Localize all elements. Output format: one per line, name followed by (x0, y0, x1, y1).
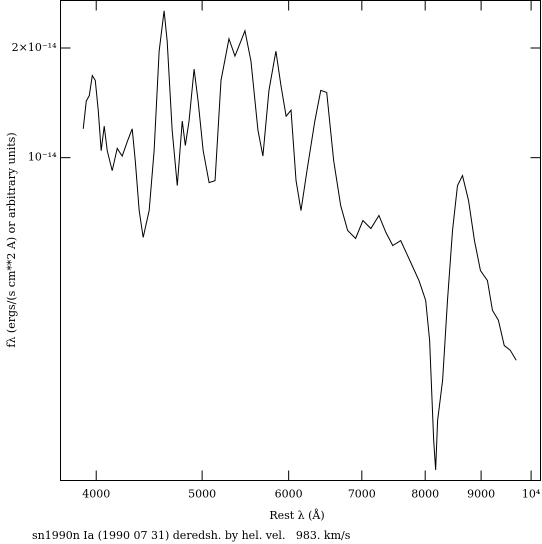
x-tick-label: 5000 (188, 488, 216, 501)
x-axis-label: Rest λ (Å) (269, 508, 324, 522)
x-tick-label: 9000 (467, 488, 495, 501)
y-tick-label: 2×10⁻¹⁴ (12, 41, 57, 54)
x-tick-label: 7000 (348, 488, 376, 501)
plot-frame (60, 0, 541, 481)
x-tick-label: 6000 (275, 488, 303, 501)
x-tick-label: 10⁴ (522, 488, 541, 501)
spectrum-line (82, 10, 517, 470)
x-tick-label: 4000 (82, 488, 110, 501)
caption: sn1990n Ia (1990 07 31) deredsh. by hel.… (32, 529, 351, 542)
x-tick-label: 8000 (411, 488, 439, 501)
y-tick-label: 10⁻¹⁴ (28, 151, 57, 164)
y-axis-label: fλ (ergs/(s cm**2 A) or arbitrary units) (5, 132, 18, 347)
